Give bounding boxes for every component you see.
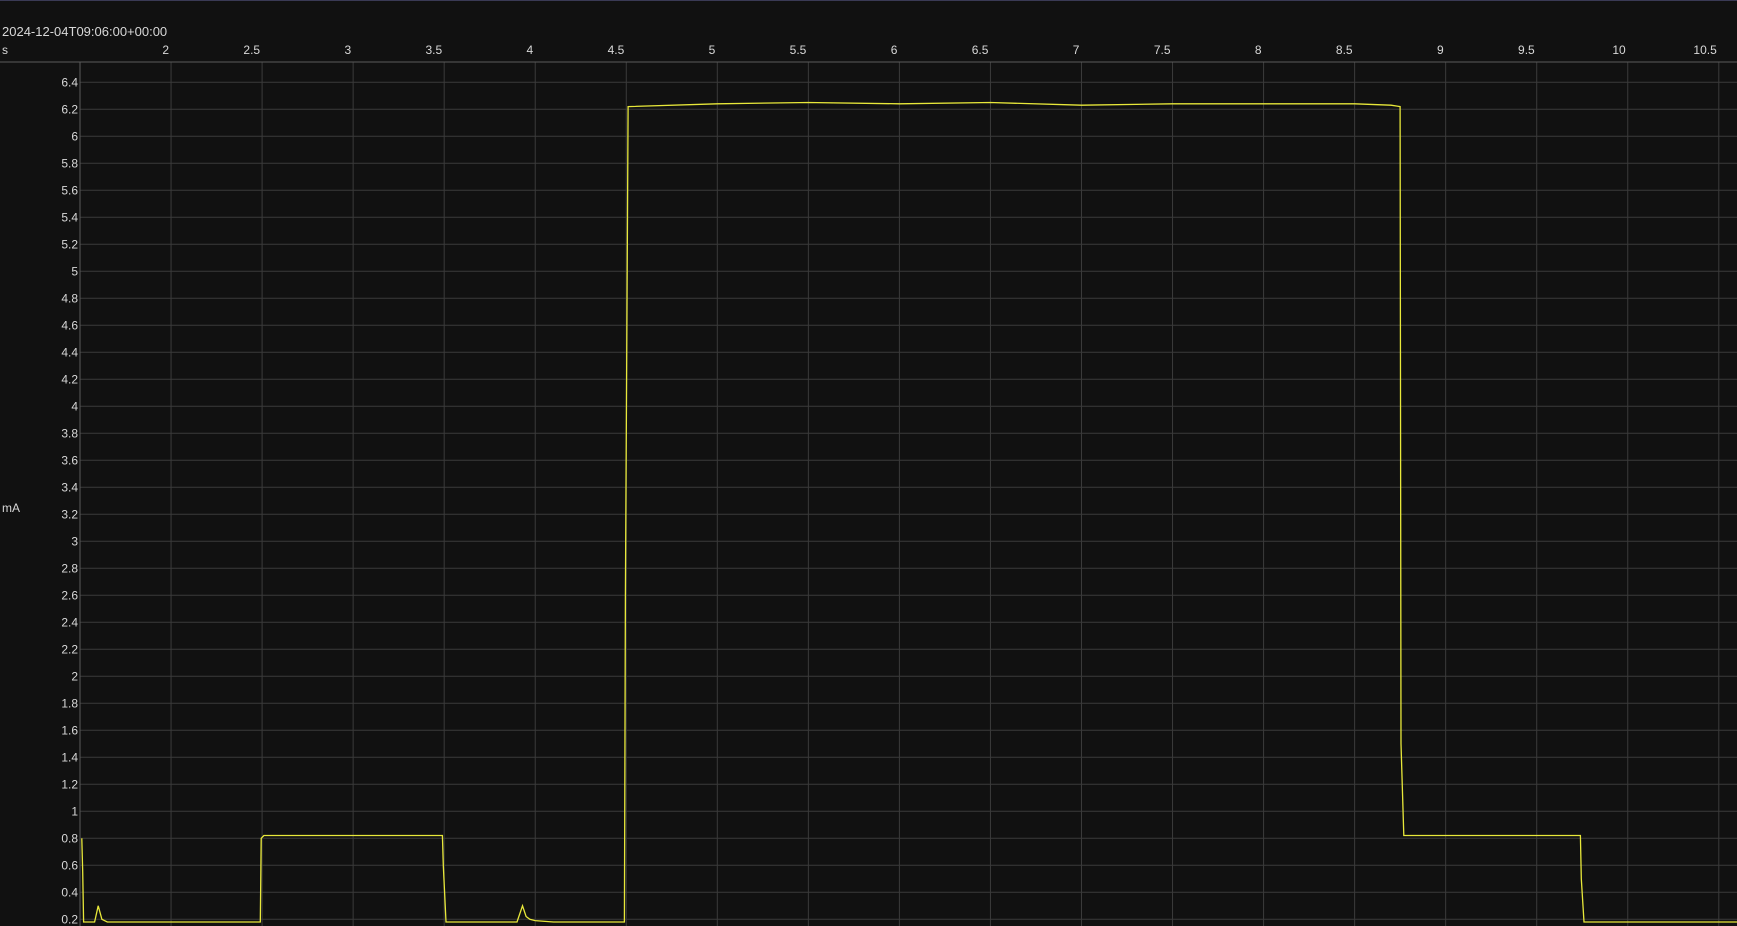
y-tick-label: 2 — [71, 669, 78, 683]
x-tick-label: 2.5 — [243, 43, 260, 57]
y-tick-label: 6.4 — [61, 75, 78, 89]
x-tick-label: 5.5 — [790, 43, 807, 57]
y-tick-label: 0.6 — [61, 858, 78, 872]
y-tick-label: 3 — [71, 534, 78, 548]
x-tick-label: 10.5 — [1693, 43, 1717, 57]
series-group — [81, 101, 1737, 923]
y-tick-label: 5.8 — [61, 156, 78, 170]
top-border — [0, 0, 1737, 1]
x-tick-label: 2 — [162, 43, 169, 57]
x-tick-label: 8 — [1255, 43, 1262, 57]
y-tick-label: 3.8 — [61, 426, 78, 440]
y-tick-label: 1.4 — [61, 750, 78, 764]
y-tick-label: 0.8 — [61, 831, 78, 845]
y-tick-label: 2.2 — [61, 642, 78, 656]
x-tick-label: 9 — [1437, 43, 1444, 57]
y-tick-label: 3.4 — [61, 480, 78, 494]
timestamp: 2024-12-04T09:06:00+00:00 — [2, 24, 168, 39]
x-tick-label: 7.5 — [1154, 43, 1171, 57]
y-tick-labels: 0.2 0.4 0.6 0.8 1 1.2 1.4 1.6 1.8 2 2.2 2.4 2.6 2.8 3 3… — [61, 75, 78, 926]
y-tick-label: 5.2 — [61, 237, 78, 251]
y-tick-label: 4.2 — [61, 372, 78, 386]
y-tick-label: 0.2 — [61, 912, 78, 926]
y-tick-label: 1.8 — [61, 696, 78, 710]
x-tick-label: 3.5 — [425, 43, 442, 57]
y-tick-label: 6 — [71, 129, 78, 143]
x-tick-label: 8.5 — [1336, 43, 1353, 57]
y-tick-label: 4.8 — [61, 291, 78, 305]
y-tick-label: 5.4 — [61, 210, 78, 224]
x-tick-label: 10 — [1612, 43, 1626, 57]
y-tick-label: 1 — [71, 804, 78, 818]
y-tick-label: 5.6 — [61, 183, 78, 197]
x-axis-unit: s — [2, 43, 8, 57]
x-tick-labels: 2 2.5 3 3.5 4 4.5 5 5.5 6 6.5 7 7.5 8 8.5 9 9.5 10 10.5 — [162, 43, 1717, 57]
y-tick-label: 2.4 — [61, 615, 78, 629]
axes — [0, 61, 1737, 926]
y-tick-label: 4 — [71, 399, 78, 413]
x-tick-label: 3 — [344, 43, 351, 57]
x-tick-label: 6 — [891, 43, 898, 57]
y-tick-label: 3.6 — [61, 453, 78, 467]
y-axis-unit: mA — [2, 501, 20, 515]
y-tick-label: 4.6 — [61, 318, 78, 332]
y-tick-label: 3.2 — [61, 507, 78, 521]
y-tick-label: 4.4 — [61, 345, 78, 359]
x-tick-label: 7 — [1073, 43, 1080, 57]
y-tick-label: 2.6 — [61, 588, 78, 602]
grid — [80, 62, 1737, 926]
y-tick-label: 1.2 — [61, 777, 78, 791]
x-tick-label: 4.5 — [608, 43, 625, 57]
series-line — [81, 101, 1737, 923]
x-tick-label: 9.5 — [1518, 43, 1535, 57]
x-tick-label: 6.5 — [972, 43, 989, 57]
y-tick-label: 6.2 — [61, 102, 78, 116]
x-tick-label: 5 — [709, 43, 716, 57]
x-tick-label: 4 — [527, 43, 534, 57]
y-tick-label: 0.4 — [61, 885, 78, 899]
y-tick-label: 1.6 — [61, 723, 78, 737]
y-tick-label: 2.8 — [61, 561, 78, 575]
y-tick-label: 5 — [71, 264, 78, 278]
